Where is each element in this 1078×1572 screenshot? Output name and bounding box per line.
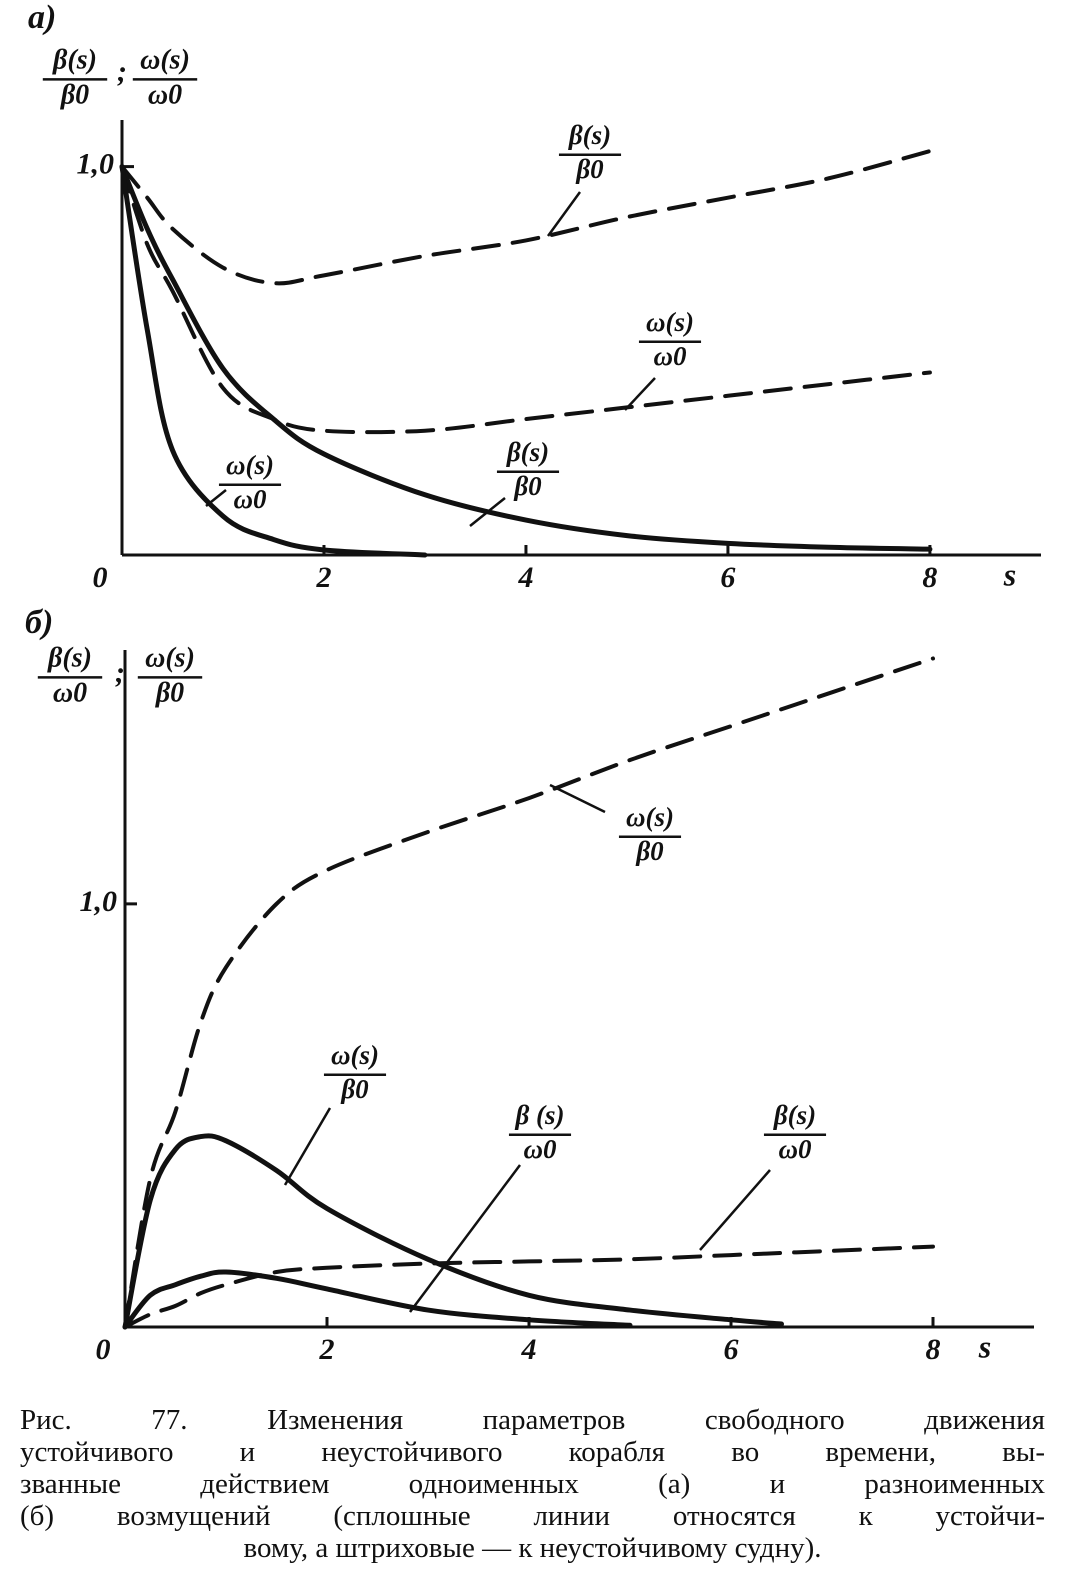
curve: [122, 1133, 784, 1330]
caption-line: устойчивого и неустойчивого корабля во в…: [20, 1436, 1045, 1468]
fraction-denominator: β0: [60, 79, 89, 110]
x-tick-label: 2: [315, 561, 331, 594]
x-axis-label: s: [978, 1328, 991, 1364]
caption-line: вому, а штриховые — к неустойчивому судн…: [243, 1532, 822, 1564]
x-tick-label: 2: [319, 1333, 335, 1366]
caption-line: Рис. 77. Изменения параметров свободного…: [20, 1404, 1045, 1436]
fraction-denominator: ω0: [148, 79, 182, 110]
panel-label: б): [25, 604, 53, 641]
curve: [122, 1269, 633, 1330]
caption-line: (б) возмущений (сплошные линии относятся…: [20, 1500, 1045, 1532]
x-tick-label: 0: [93, 561, 108, 594]
fraction-numerator: ω(s): [626, 802, 674, 832]
fraction-denominator: ω0: [53, 677, 87, 708]
fraction-numerator: ω(s): [226, 450, 274, 480]
leader-line: [624, 377, 656, 411]
fraction-numerator: ω(s): [331, 1040, 379, 1070]
fraction-numerator: β(s): [47, 642, 92, 673]
y-tick-label: 1,0: [77, 147, 115, 180]
leader-line: [408, 1164, 522, 1313]
leader-line: [699, 1169, 771, 1251]
fraction-numerator: β(s): [568, 120, 611, 150]
x-tick-label: 6: [720, 561, 735, 594]
leader-line: [283, 1107, 332, 1186]
curve: [120, 149, 932, 286]
fraction-numerator: ω(s): [646, 307, 694, 337]
x-tick-label: 4: [517, 561, 533, 594]
fraction-numerator: β(s): [52, 44, 97, 75]
x-tick-label: 8: [922, 561, 937, 594]
fraction-numerator: β(s): [773, 1100, 816, 1130]
y-label-separator: ;: [117, 55, 127, 88]
curve: [119, 164, 933, 552]
fraction-denominator: β0: [635, 836, 664, 866]
leader-line: [549, 783, 606, 814]
leader-line: [546, 191, 582, 237]
x-tick-label: 0: [96, 1333, 111, 1366]
curve: [119, 164, 428, 558]
fraction-numerator: ω(s): [140, 44, 190, 75]
fraction-denominator: β0: [575, 154, 604, 184]
x-axis-label: s: [1003, 556, 1016, 592]
fraction-denominator: β0: [340, 1074, 369, 1104]
fraction-denominator: ω0: [233, 484, 267, 514]
figure: а) β(s) β0 ω(s) ω0; s 0 2 4 6 8 1,0 β(s) β0 ω(s) ω0 β(s)…: [25, 0, 1041, 1366]
x-tick-label: 4: [521, 1333, 537, 1366]
x-tick-label: 6: [724, 1333, 739, 1366]
panel-label: а): [28, 0, 56, 36]
x-tick-label: 8: [926, 1333, 941, 1366]
leader-line: [469, 497, 506, 527]
caption: Рис. 77. Изменения параметров свободного…: [20, 1404, 1045, 1564]
fraction-denominator: ω0: [523, 1134, 557, 1164]
leader-line: [205, 489, 227, 507]
fraction-numerator: ω(s): [145, 642, 195, 673]
caption-line: званные действием одноименных (а) и разн…: [20, 1468, 1045, 1500]
curve: [123, 1244, 935, 1329]
fraction-denominator: ω0: [778, 1134, 812, 1164]
fraction-denominator: β0: [155, 677, 184, 708]
curve: [123, 656, 935, 1329]
fraction-numerator: β (s): [514, 1100, 564, 1130]
fraction-denominator: β0: [513, 471, 542, 501]
y-label-separator: ;: [115, 656, 125, 689]
curve: [120, 164, 932, 435]
fraction-denominator: ω0: [653, 341, 687, 371]
fraction-numerator: β(s): [506, 437, 549, 467]
y-tick-label: 1,0: [80, 885, 118, 918]
